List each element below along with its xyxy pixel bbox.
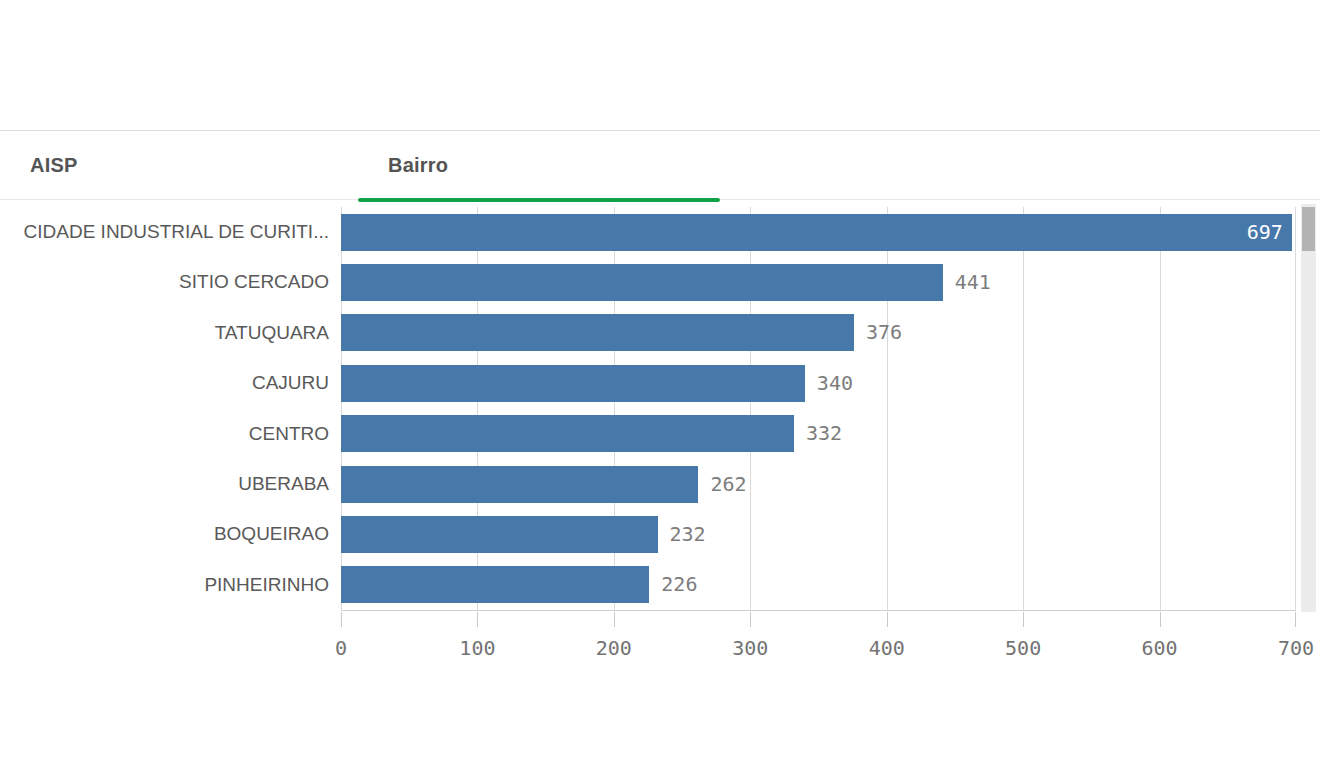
bar-value-label: 332 — [806, 415, 842, 452]
category-label[interactable]: CENTRO — [0, 409, 329, 459]
bar-value-label: 226 — [661, 566, 697, 603]
bar-value-label: 340 — [817, 365, 853, 402]
chart-vertical-scrollbar[interactable] — [1301, 204, 1316, 612]
x-axis: 0100200300400500600700 — [341, 610, 1296, 670]
bar[interactable] — [341, 415, 794, 452]
bar[interactable] — [341, 365, 805, 402]
bar-value-label: 376 — [866, 314, 902, 351]
category-label[interactable]: CIDADE INDUSTRIAL DE CURITI... — [0, 207, 329, 257]
tab-bairro[interactable]: Bairro — [358, 131, 720, 199]
x-tick-label-100: 100 — [459, 636, 495, 660]
category-label[interactable]: PINHEIRINHO — [0, 560, 329, 610]
x-tick-label-400: 400 — [869, 636, 905, 660]
x-tick-500 — [1023, 612, 1024, 627]
tab-bairro-label: Bairro — [388, 154, 448, 177]
bar[interactable] — [341, 466, 698, 503]
x-tick-label-500: 500 — [1005, 636, 1041, 660]
category-label[interactable]: TATUQUARA — [0, 308, 329, 358]
scrollbar-thumb[interactable] — [1302, 207, 1315, 251]
x-tick-300 — [750, 612, 751, 627]
x-tick-label-0: 0 — [335, 636, 347, 660]
x-tick-100 — [477, 612, 478, 627]
x-tick-label-300: 300 — [732, 636, 768, 660]
category-labels: CIDADE INDUSTRIAL DE CURITI...SITIO CERC… — [0, 207, 329, 610]
category-label[interactable]: BOQUEIRAO — [0, 509, 329, 559]
gridline-700 — [1295, 207, 1296, 610]
bar[interactable] — [341, 264, 943, 301]
bar-value-label: 262 — [710, 466, 746, 503]
bar[interactable] — [341, 214, 1292, 251]
plot-area: 697 441 376 340 332 262232 226 — [341, 207, 1296, 611]
bar[interactable] — [341, 566, 649, 603]
x-tick-label-600: 600 — [1142, 636, 1178, 660]
bar-value-label: 441 — [955, 264, 991, 301]
x-tick-200 — [614, 612, 615, 627]
category-label[interactable]: UBERABA — [0, 459, 329, 509]
bar-value-label: 697 — [1247, 214, 1283, 251]
tab-aisp[interactable]: AISP — [0, 131, 358, 199]
x-tick-700 — [1295, 612, 1296, 627]
gridline-500 — [1023, 207, 1024, 610]
x-tick-label-200: 200 — [596, 636, 632, 660]
category-label[interactable]: SITIO CERCADO — [0, 257, 329, 307]
active-tab-indicator — [358, 198, 720, 202]
category-label[interactable]: CAJURU — [0, 358, 329, 408]
tab-bar: AISP Bairro — [0, 130, 1320, 200]
x-tick-label-700: 700 — [1278, 636, 1314, 660]
x-tick-400 — [887, 612, 888, 627]
bar[interactable] — [341, 314, 854, 351]
x-tick-600 — [1160, 612, 1161, 627]
bar-value-label: 232 — [670, 516, 706, 553]
x-tick-0 — [341, 612, 342, 627]
tab-aisp-label: AISP — [30, 154, 77, 177]
gridline-600 — [1160, 207, 1161, 610]
bar[interactable] — [341, 516, 658, 553]
